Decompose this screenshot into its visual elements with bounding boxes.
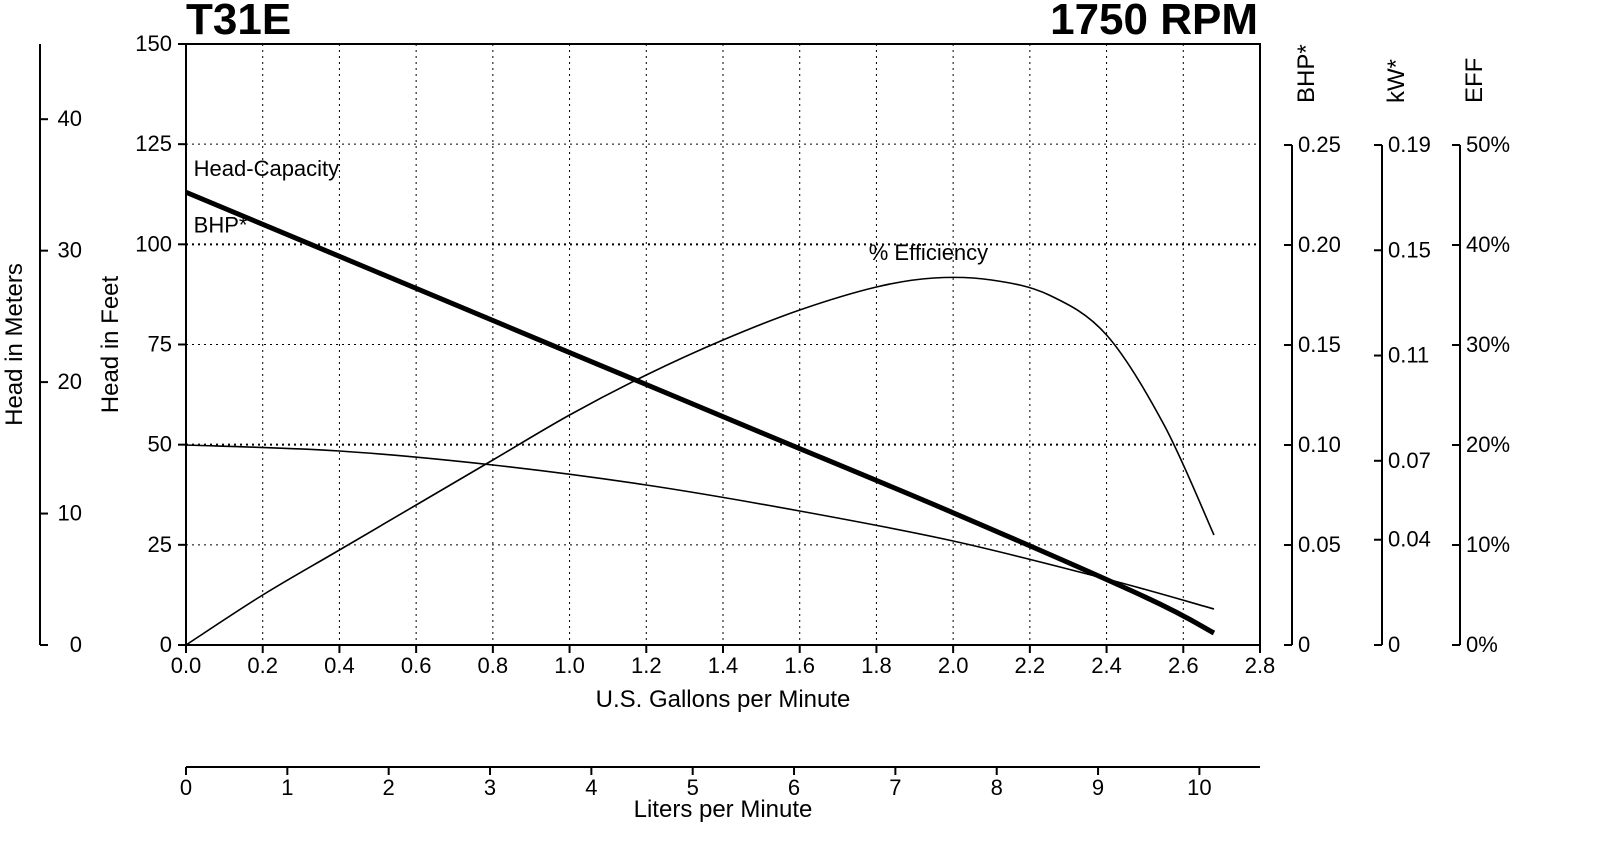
x-gpm-tick: 0.2 bbox=[247, 653, 278, 678]
y-kw-tick: 0.11 bbox=[1388, 343, 1429, 368]
y-eff-tick: 30% bbox=[1466, 332, 1510, 357]
x-gpm-label: U.S. Gallons per Minute bbox=[596, 686, 851, 713]
x-gpm-tick: 0.0 bbox=[171, 653, 202, 678]
y-bhp-label: BHP* bbox=[1293, 44, 1320, 103]
title-model: T31E bbox=[186, 0, 291, 44]
x-liters-tick: 7 bbox=[889, 775, 901, 800]
y-eff-tick: 0% bbox=[1466, 632, 1498, 657]
y-feet-tick: 75 bbox=[148, 332, 172, 357]
curve-bhp-label: BHP* bbox=[194, 212, 248, 237]
y-kw-tick: 0 bbox=[1388, 632, 1400, 657]
y-feet-tick: 100 bbox=[135, 231, 172, 256]
y-eff-tick: 20% bbox=[1466, 432, 1510, 457]
y-eff-label: EFF bbox=[1461, 58, 1488, 103]
y-feet-tick: 25 bbox=[148, 532, 172, 557]
x-gpm-tick: 2.0 bbox=[938, 653, 969, 678]
x-gpm-tick: 1.6 bbox=[784, 653, 815, 678]
y-meters-label: Head in Meters bbox=[1, 263, 28, 426]
y-meters-tick: 10 bbox=[58, 501, 82, 526]
x-liters-tick: 9 bbox=[1092, 775, 1104, 800]
y-feet-tick: 150 bbox=[135, 31, 172, 56]
y-bhp-tick: 0.20 bbox=[1298, 232, 1341, 257]
x-gpm-tick: 1.4 bbox=[708, 653, 739, 678]
y-meters-tick: 30 bbox=[58, 238, 82, 263]
y-eff-tick: 50% bbox=[1466, 132, 1510, 157]
x-gpm-tick: 2.2 bbox=[1015, 653, 1046, 678]
y-meters-tick: 40 bbox=[58, 106, 82, 131]
x-liters-tick: 4 bbox=[585, 775, 597, 800]
y-kw-label: kW* bbox=[1383, 59, 1410, 103]
y-eff-tick: 10% bbox=[1466, 532, 1510, 557]
x-liters-tick: 8 bbox=[991, 775, 1003, 800]
y-feet-tick: 125 bbox=[135, 131, 172, 156]
y-meters-tick: 20 bbox=[58, 369, 82, 394]
x-gpm-tick: 0.6 bbox=[401, 653, 432, 678]
y-kw-tick: 0.04 bbox=[1388, 527, 1431, 552]
y-feet-label: Head in Feet bbox=[97, 275, 124, 413]
x-gpm-tick: 2.4 bbox=[1091, 653, 1122, 678]
curve-efficiency-label: % Efficiency bbox=[869, 240, 988, 265]
x-gpm-tick: 0.4 bbox=[324, 653, 355, 678]
y-bhp-tick: 0.05 bbox=[1298, 532, 1341, 557]
title-rpm: 1750 RPM bbox=[1050, 0, 1258, 44]
x-liters-tick: 3 bbox=[484, 775, 496, 800]
x-liters-tick: 1 bbox=[281, 775, 293, 800]
x-gpm-tick: 2.8 bbox=[1245, 653, 1276, 678]
y-feet-tick: 50 bbox=[148, 432, 172, 457]
x-gpm-tick: 1.8 bbox=[861, 653, 892, 678]
y-bhp-tick: 0 bbox=[1298, 632, 1310, 657]
y-kw-tick: 0.19 bbox=[1388, 132, 1431, 157]
x-gpm-tick: 1.2 bbox=[631, 653, 662, 678]
curve-head-capacity-label: Head-Capacity bbox=[194, 156, 340, 181]
y-eff-tick: 40% bbox=[1466, 232, 1510, 257]
x-liters-label: Liters per Minute bbox=[634, 796, 813, 823]
x-liters-tick: 0 bbox=[180, 775, 192, 800]
x-gpm-tick: 0.8 bbox=[478, 653, 509, 678]
y-bhp-tick: 0.25 bbox=[1298, 132, 1341, 157]
y-kw-tick: 0.15 bbox=[1388, 237, 1431, 262]
x-gpm-tick: 2.6 bbox=[1168, 653, 1199, 678]
y-meters-tick: 0 bbox=[70, 632, 82, 657]
x-liters-tick: 2 bbox=[383, 775, 395, 800]
y-bhp-tick: 0.10 bbox=[1298, 432, 1341, 457]
chart-background bbox=[0, 0, 1614, 867]
y-bhp-tick: 0.15 bbox=[1298, 332, 1341, 357]
y-feet-tick: 0 bbox=[160, 632, 172, 657]
y-kw-tick: 0.07 bbox=[1388, 448, 1431, 473]
x-gpm-tick: 1.0 bbox=[554, 653, 585, 678]
x-liters-tick: 10 bbox=[1187, 775, 1211, 800]
